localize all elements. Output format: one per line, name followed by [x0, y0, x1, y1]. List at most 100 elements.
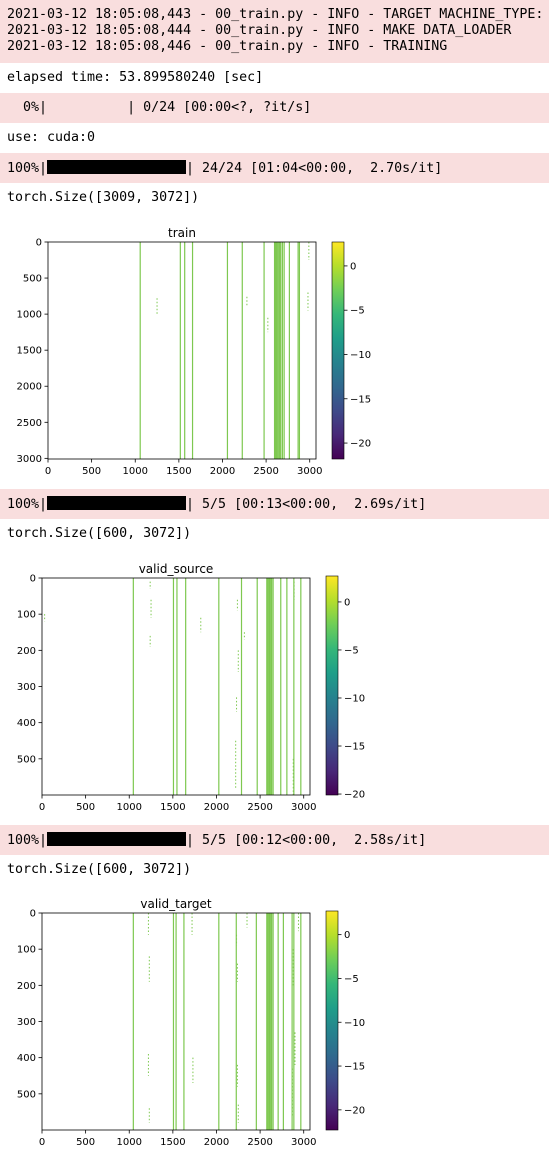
progress-left: 100%|	[7, 497, 47, 512]
x-tick-label: 3000	[291, 1137, 316, 1148]
y-tick-label: 500	[17, 754, 36, 765]
heatmap-column	[183, 913, 184, 1130]
heatmap-column	[140, 242, 141, 459]
size-text: torch.Size([3009, 3072])	[7, 190, 199, 206]
heatmap-column	[271, 578, 272, 795]
y-tick-label: 3000	[17, 454, 42, 465]
y-tick-label: 300	[17, 682, 36, 693]
heatmap-column	[276, 242, 277, 459]
x-tick-label: 2000	[210, 466, 235, 477]
heatmap-column	[279, 242, 280, 459]
heatmap-column	[300, 578, 301, 795]
y-tick-label: 400	[17, 718, 36, 729]
colorbar-tick-label: 0	[344, 597, 350, 608]
heatmap-column	[272, 913, 273, 1130]
colorbar-tick-label: −5	[344, 974, 359, 985]
heatmap-column	[192, 242, 193, 459]
progress-fill	[47, 496, 186, 510]
x-tick-label: 1500	[160, 802, 185, 813]
x-tick-label: 2000	[204, 802, 229, 813]
colorbar-tick-label: −5	[350, 306, 365, 317]
log-line: 2021-03-12 18:05:08,446 - 00_train.py - …	[7, 39, 447, 55]
colorbar	[332, 242, 344, 459]
progress-fill	[47, 832, 186, 846]
size-output-3: torch.Size([600, 3072])	[0, 855, 549, 885]
progress-right: | 5/5 [00:12<00:00, 2.58s/it]	[186, 833, 426, 848]
chart-title: valid_source	[139, 562, 214, 576]
device-text: use: cuda:0	[7, 130, 95, 146]
progress-right: | 5/5 [00:13<00:00, 2.69s/it]	[186, 497, 426, 512]
heatmap-band-stripe	[282, 242, 283, 459]
heatmap-column	[267, 913, 268, 1130]
y-tick-label: 500	[17, 1089, 36, 1100]
colorbar-tick-label: −10	[350, 350, 371, 361]
x-tick-label: 1000	[117, 1137, 142, 1148]
heatmap-column	[269, 578, 270, 795]
x-tick-label: 1000	[117, 802, 142, 813]
x-tick-label: 500	[76, 802, 95, 813]
x-tick-label: 0	[39, 802, 45, 813]
heatmap-column	[173, 578, 174, 795]
y-tick-label: 200	[17, 646, 36, 657]
y-tick-label: 2000	[17, 382, 42, 393]
colorbar-tick-label: −10	[344, 1018, 365, 1029]
y-tick-label: 400	[17, 1053, 36, 1064]
size-text: torch.Size([600, 3072])	[7, 526, 191, 542]
heatmap-column	[280, 242, 281, 459]
x-tick-label: 1000	[123, 466, 148, 477]
colorbar-tick-label: −5	[344, 645, 359, 656]
x-tick-label: 2500	[247, 802, 272, 813]
x-tick-label: 500	[82, 466, 101, 477]
heatmap-column	[280, 578, 281, 795]
x-tick-label: 2500	[247, 1137, 272, 1148]
x-tick-label: 3000	[291, 802, 316, 813]
progress-bar-2: 100%| | 5/5 [00:13<00:00, 2.69s/it]	[0, 489, 549, 519]
heatmap-column	[300, 913, 301, 1130]
heatmap-column	[176, 578, 177, 795]
heatmap-column	[175, 913, 176, 1130]
heatmap-column	[283, 913, 284, 1130]
size-text: torch.Size([600, 3072])	[7, 862, 191, 878]
size-output-2: torch.Size([600, 3072])	[0, 519, 549, 549]
x-tick-label: 0	[45, 466, 51, 477]
heatmap-column	[271, 913, 272, 1130]
heatmap-column	[275, 242, 276, 459]
colorbar-tick-label: −15	[350, 394, 371, 405]
device-output: use: cuda:0	[0, 123, 549, 153]
heatmap-column	[218, 913, 219, 1130]
heatmap-column	[284, 242, 285, 459]
heatmap-column	[269, 913, 270, 1130]
y-tick-label: 1000	[17, 310, 42, 321]
y-tick-label: 100	[17, 945, 36, 956]
progress-bar-0: 0%| | 0/24 [00:00<?, ?it/s]	[0, 93, 549, 123]
log-line: 2021-03-12 18:05:08,443 - 00_train.py - …	[7, 7, 549, 23]
heatmap-column	[267, 578, 268, 795]
colorbar-tick-label: −15	[344, 742, 365, 753]
colorbar	[326, 576, 338, 795]
heatmap-column	[180, 242, 181, 459]
x-tick-label: 0	[39, 1137, 45, 1148]
size-output-1: torch.Size([3009, 3072])	[0, 183, 549, 213]
y-tick-label: 0	[30, 909, 36, 920]
colorbar-tick-label: −20	[344, 1105, 365, 1116]
y-tick-label: 500	[23, 274, 42, 285]
heatmap-column	[242, 242, 243, 459]
elapsed-text: elapsed time: 53.899580240 [sec]	[7, 70, 263, 86]
heatmap-column	[173, 913, 174, 1130]
y-tick-label: 1500	[17, 346, 42, 357]
y-tick-label: 0	[36, 238, 42, 249]
heatmap-column	[184, 242, 185, 459]
progress-left: 100%|	[7, 161, 47, 176]
colorbar-tick-label: −20	[350, 439, 371, 450]
heatmap-column	[277, 242, 278, 459]
y-tick-label: 300	[17, 1017, 36, 1028]
progress-left: 100%|	[7, 833, 47, 848]
progress-right: | 24/24 [01:04<00:00, 2.70s/it]	[186, 161, 442, 176]
heatmap-column	[133, 913, 134, 1130]
y-tick-label: 200	[17, 981, 36, 992]
progress-right: | 0/24 [00:00<?, ?it/s]	[47, 100, 311, 115]
heatmap-column	[272, 578, 273, 795]
